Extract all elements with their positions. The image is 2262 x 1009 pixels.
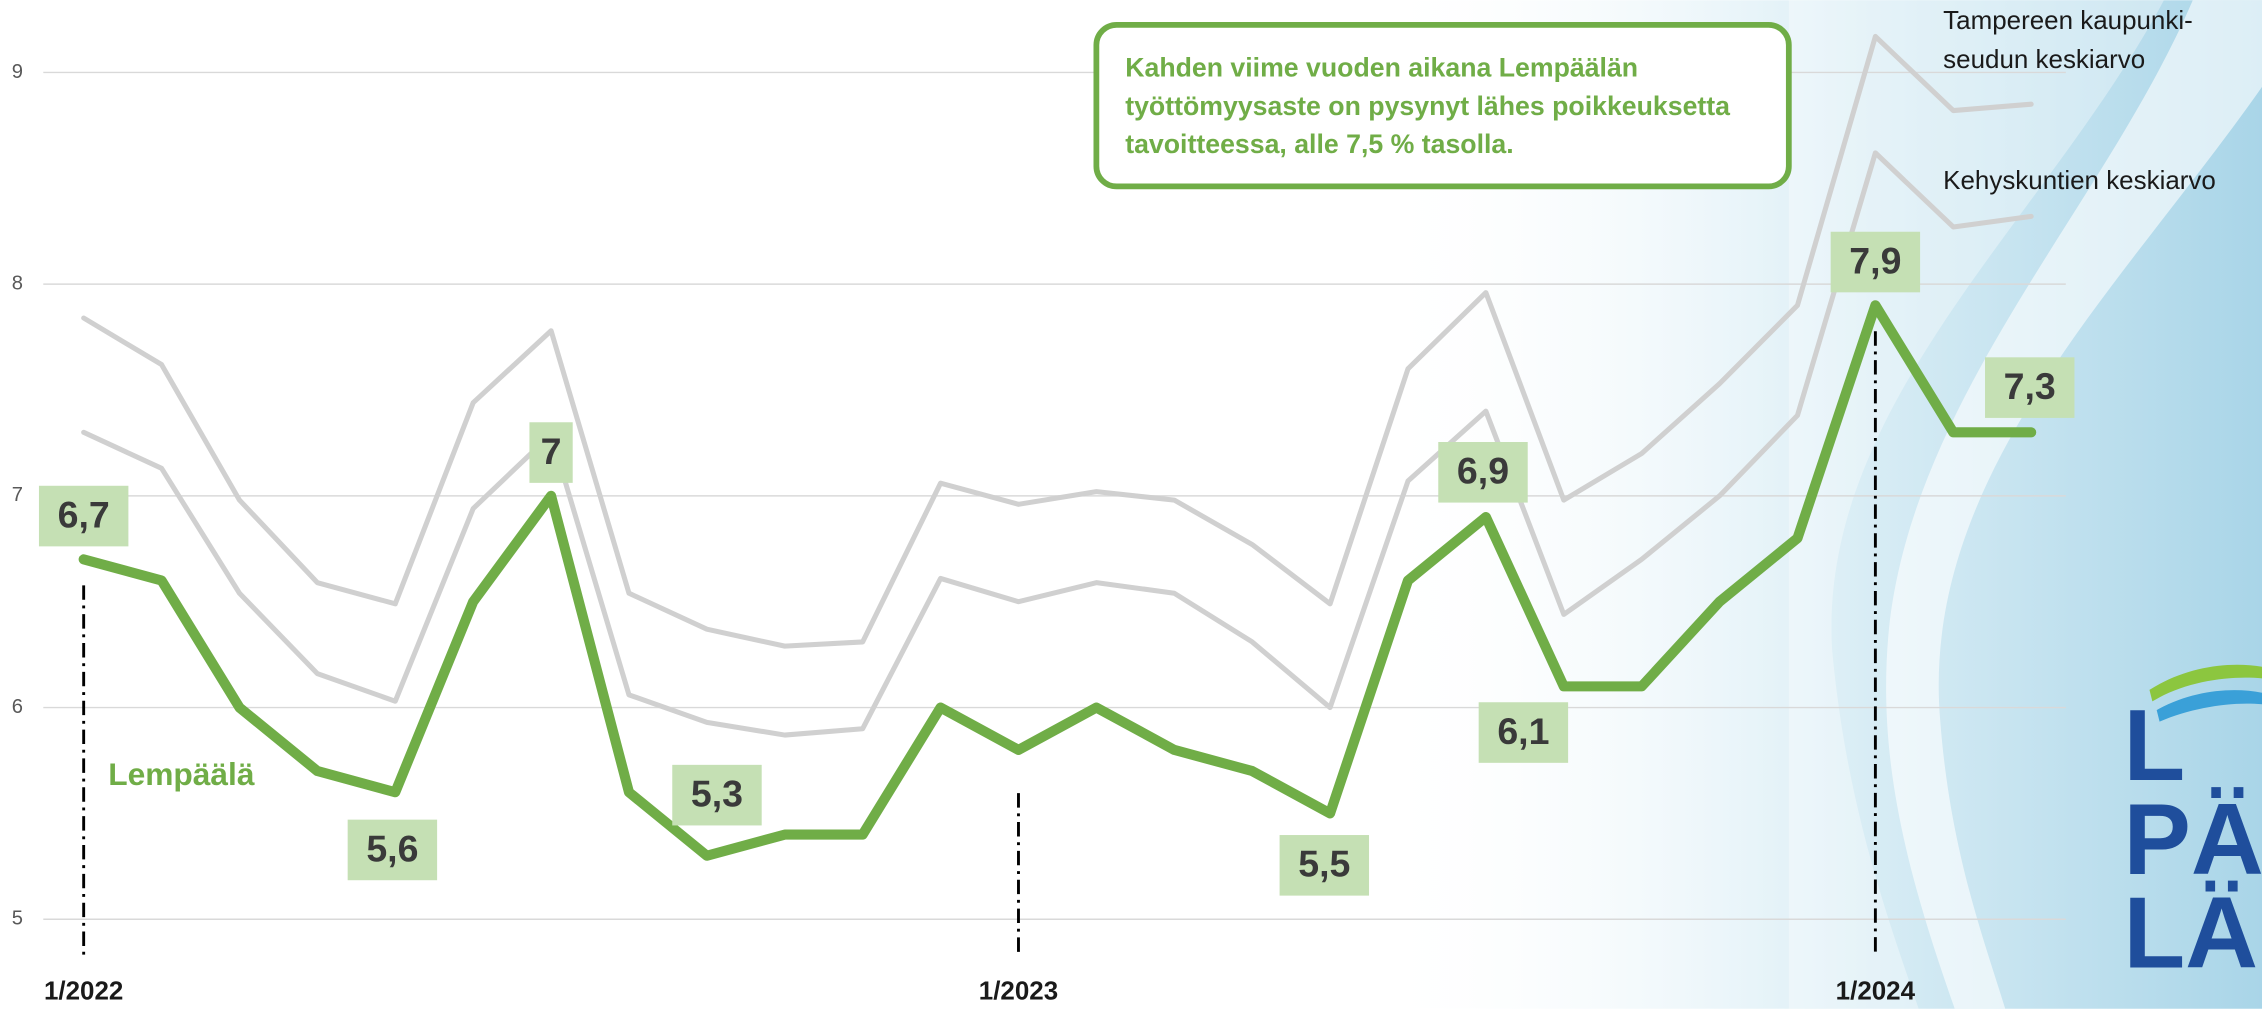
- background-wave: [1370, 0, 2262, 1009]
- data-label-box: [672, 764, 762, 826]
- series-line: [78, 300, 2037, 861]
- logo-wave: [2149, 664, 2262, 702]
- annotation-text: Kahden viime vuoden aikana Lempäälän: [1125, 53, 1638, 83]
- data-label: 5,6: [366, 827, 418, 869]
- data-label: 6,1: [1497, 710, 1549, 752]
- series-line: [81, 150, 2034, 738]
- logo-wave: [2156, 690, 2262, 722]
- data-label-box: [1830, 231, 1921, 293]
- logo-text: LÄ: [2124, 878, 2259, 990]
- logo-text: L: [2124, 690, 2186, 802]
- data-label-box: [1279, 835, 1370, 896]
- logo-text: PÄ: [2124, 784, 2262, 896]
- data-label-box: [1985, 357, 2075, 418]
- data-label: 6,9: [1457, 450, 1509, 492]
- data-label: 5,3: [691, 772, 743, 814]
- lines: [78, 33, 2037, 861]
- annotation-text: tavoitteessa, alle 7,5 % tasolla.: [1125, 129, 1513, 159]
- data-label-box: [38, 485, 129, 547]
- y-tick-label: 8: [12, 272, 23, 294]
- data-label-box: [529, 422, 573, 483]
- data-label-box: [347, 819, 438, 881]
- data-label: 7: [541, 430, 562, 472]
- data-label-box: [1478, 702, 1569, 763]
- y-tick-label: 6: [12, 696, 23, 718]
- background-wave: [1886, 0, 2262, 1009]
- series-line: [81, 33, 2034, 649]
- data-label: 7,3: [2004, 365, 2056, 407]
- x-tick-label: 1/2024: [1836, 976, 1916, 1006]
- data-label: 6,7: [58, 493, 110, 535]
- x-tick-label: 1/2022: [44, 976, 123, 1006]
- data-label-box: [1438, 441, 1528, 503]
- grid: 5 6 7 8 9 1/2022 1/2023 1/2024: [12, 61, 2066, 1006]
- series-label: Lempäälä: [108, 756, 255, 792]
- data-label: 5,5: [1298, 843, 1350, 885]
- annotation-box: [1093, 21, 1792, 190]
- data-label: 7,9: [1849, 239, 1901, 281]
- y-tick-label: 7: [12, 484, 23, 506]
- annotation-text: työttömyysaste on pysynyt lähes poikkeuk…: [1125, 91, 1730, 121]
- y-tick-label: 9: [12, 61, 23, 83]
- series-label: Tampereen kaupunki-seudun keskiarvo: [1943, 5, 2193, 74]
- x-tick-label: 1/2023: [979, 976, 1058, 1006]
- y-tick-label: 5: [12, 908, 23, 930]
- series-label: Kehyskuntien keskiarvo: [1943, 165, 2216, 195]
- labels: Tampereen kaupunki-seudun keskiarvo Kehys…: [38, 5, 2216, 896]
